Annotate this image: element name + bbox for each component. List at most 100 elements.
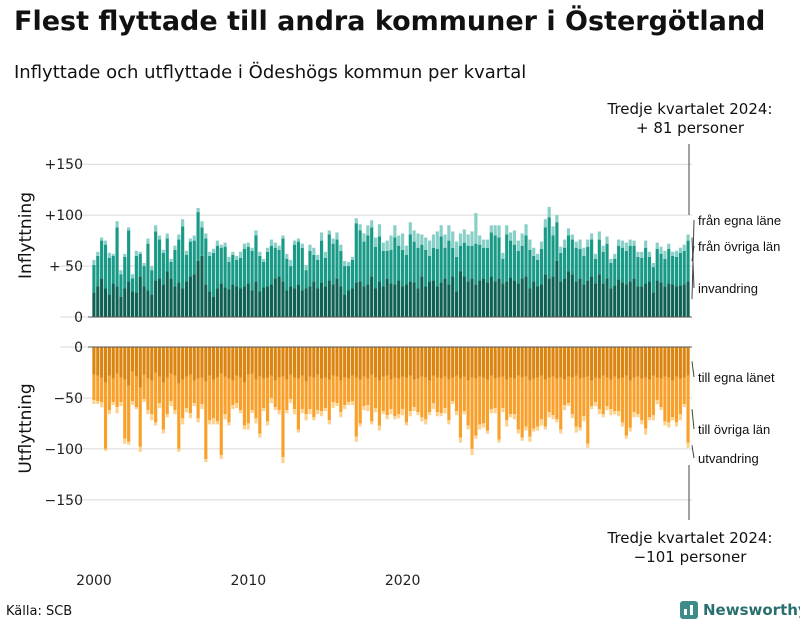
bar-segment [497,225,501,238]
bar-segment [509,277,513,317]
bar-segment [393,284,397,317]
bar-segment [215,245,219,289]
bar-segment [543,426,547,430]
bar-segment [447,379,451,421]
bar-segment [559,246,563,253]
bar-segment [281,235,285,239]
bar-segment [366,347,370,379]
bar-segment [358,281,362,317]
bar-segment [539,284,544,317]
bar-segment [204,233,208,239]
bar-segment [674,422,679,427]
bar-segment [184,347,189,377]
bar-segment [254,230,258,236]
bar-segment [651,292,655,317]
bar-segment [393,237,397,285]
bar-segment [443,247,447,279]
bar-segment [539,347,544,376]
bar-segment [308,286,312,317]
bar-segment [292,347,297,378]
bar-segment [647,417,652,421]
bar-segment [659,253,663,283]
bar-segment [161,284,165,317]
bar-segment [177,448,181,452]
bar-segment [400,286,405,317]
bar-segment [238,377,243,411]
bar-segment [200,347,204,378]
bar-segment [505,234,509,282]
bar-segment [100,240,104,279]
bar-segment [254,281,258,317]
bar-segment [235,347,239,376]
bar-segment [512,378,517,415]
bar-segment [520,278,524,317]
bar-segment [609,258,613,264]
bar-segment [184,254,189,282]
bar-segment [424,377,428,420]
bar-segment [389,235,393,250]
bar-segment [451,347,455,378]
bar-segment [300,243,304,248]
bar-segment [192,347,196,381]
bar-segment [563,405,567,411]
bar-segment [462,229,466,243]
bar-segment [485,347,490,380]
bar-segment [100,377,104,403]
bar-segment [671,284,675,317]
bar-segment [308,347,312,377]
bar-segment [246,423,250,430]
bar-segment [269,375,273,398]
bar-segment [478,235,482,245]
bar-segment [304,347,308,382]
bar-segment [281,376,285,458]
bar-segment [169,373,173,401]
bar-segment [292,377,297,410]
bar-segment [146,238,150,244]
bar-segment [678,414,682,421]
bar-segment [547,278,551,317]
bar-segment [350,288,355,317]
bar-segment [327,230,331,235]
bar-segment [107,347,111,376]
bar-segment [103,244,108,289]
bar-segment [165,377,169,415]
bar-segment [478,376,482,425]
bar-segment [215,347,219,378]
bar-segment [431,403,436,410]
bar-segment [130,371,135,401]
bar-segment [601,251,605,284]
bar-segment [466,380,470,426]
bar-segment [636,251,640,257]
bar-segment [366,284,370,317]
bar-segment [157,278,162,317]
bar-segment [667,243,671,249]
bar-segment [308,409,312,415]
bar-segment [96,251,100,256]
bar-segment [127,347,131,386]
series-label-leader [691,445,695,459]
bar-segment [335,239,339,279]
bar-segment [389,409,393,415]
bar-segment [578,378,582,428]
bar-segment [458,378,463,438]
bar-segment [532,255,536,282]
bar-segment [269,245,273,285]
bar-segment [262,378,266,409]
bar-segment [536,347,540,378]
bar-segment [304,288,308,317]
bar-segment [227,256,231,262]
bar-segment [161,382,165,430]
bar-segment [200,404,204,410]
bar-segment [296,238,300,242]
bar-segment [331,243,335,285]
bar-segment [115,221,119,228]
bar-segment [427,255,432,282]
bar-segment [377,380,382,426]
bar-segment [316,410,320,415]
bar-segment [489,409,493,414]
bar-segment [512,230,517,245]
bar-segment [331,402,335,409]
bar-segment [574,375,578,427]
bar-segment [489,232,493,277]
bar-segment [686,234,690,241]
